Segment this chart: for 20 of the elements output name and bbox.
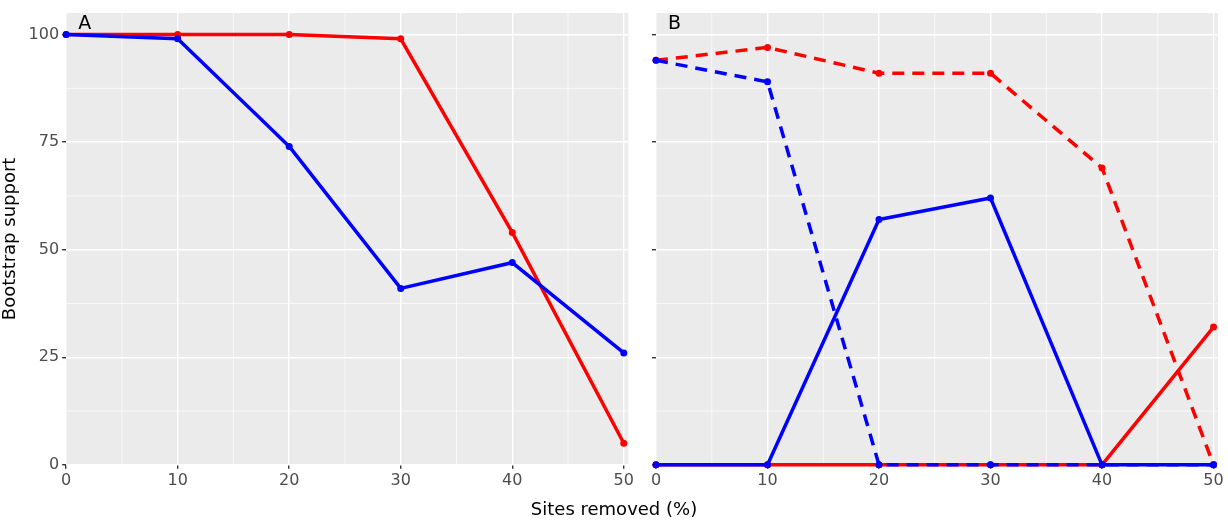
y-tick-label: 50 <box>38 238 60 258</box>
y-tick-label: 0 <box>48 453 60 473</box>
x-tick-label: 20 <box>868 469 890 489</box>
chart-title: B <box>668 11 682 34</box>
y-tick-label: 25 <box>38 346 60 366</box>
chart-title: A <box>78 11 92 34</box>
x-tick-label: 20 <box>279 469 300 489</box>
x-tick-label: 30 <box>390 469 411 489</box>
x-tick-label: 50 <box>613 469 634 489</box>
x-tick-label: 50 <box>1203 469 1224 489</box>
x-tick-label: 10 <box>757 469 778 489</box>
y-tick-label: 75 <box>38 131 60 151</box>
x-tick-label: 30 <box>980 469 1001 489</box>
x-tick-label: 40 <box>502 469 523 489</box>
x-tick-label: 40 <box>1091 469 1113 489</box>
y-tick-label: 100 <box>28 23 60 43</box>
x-axis-title: Sites removed (%) <box>529 498 699 519</box>
x-tick-label: 10 <box>167 469 188 489</box>
y-axis-title: Bootstrap support <box>0 157 20 321</box>
x-tick-label: 0 <box>650 469 662 489</box>
